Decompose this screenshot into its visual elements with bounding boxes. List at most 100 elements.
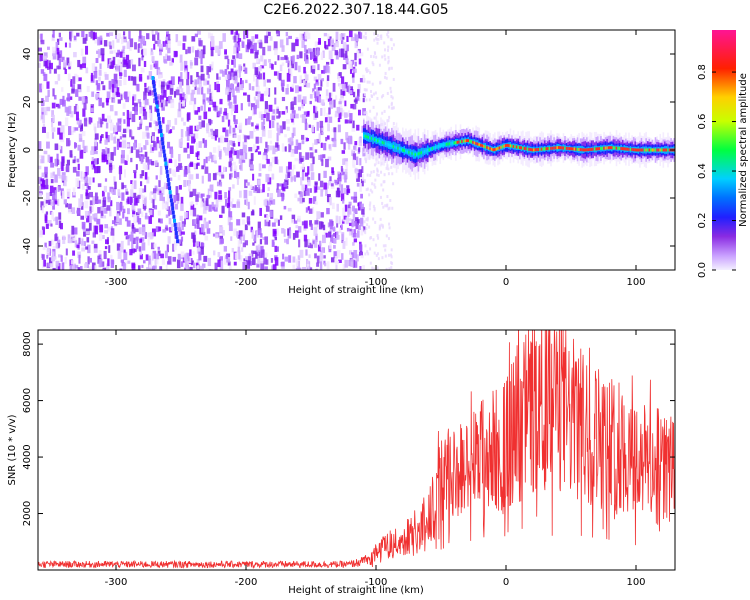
heatmap-cell <box>213 130 216 137</box>
heatmap-cell <box>168 158 173 163</box>
heatmap-cell <box>227 91 232 101</box>
heatmap-cell <box>268 104 273 112</box>
heatmap-cell <box>269 62 273 69</box>
heatmap-cell <box>467 139 470 143</box>
heatmap-cell <box>144 139 149 146</box>
heatmap-cell <box>286 84 289 89</box>
heatmap-cell <box>164 165 168 170</box>
heatmap-cell <box>207 156 211 162</box>
heatmap-cell <box>151 147 155 151</box>
heatmap-cell <box>68 31 72 40</box>
heatmap-cell <box>232 88 235 98</box>
heatmap-cell <box>377 173 380 177</box>
heatmap-cell <box>284 256 289 262</box>
heatmap-cell <box>137 217 142 225</box>
heatmap-cell <box>297 94 302 103</box>
heatmap-cell <box>63 60 67 68</box>
heatmap-cell <box>148 159 153 165</box>
heatmap-cell <box>320 108 323 116</box>
heatmap-cell <box>219 181 223 187</box>
heatmap-cell <box>366 223 369 227</box>
heatmap-cell <box>226 142 231 152</box>
heatmap-cell <box>50 256 55 262</box>
heatmap-cell <box>375 112 378 116</box>
heatmap-cell <box>159 95 164 103</box>
heatmap-cell <box>348 218 352 222</box>
heatmap-cell <box>80 215 85 220</box>
heatmap-cell <box>388 267 391 270</box>
heatmap-cell <box>351 219 354 228</box>
heatmap-cell <box>215 199 219 208</box>
heatmap-cell <box>93 217 98 221</box>
heatmap-cell <box>206 228 211 234</box>
heatmap-cell <box>241 159 246 163</box>
heatmap-cell <box>71 84 75 92</box>
heatmap-cell <box>51 132 55 139</box>
heatmap-cell <box>434 146 437 150</box>
heatmap-cell <box>266 158 270 164</box>
heatmap-cell <box>207 32 211 39</box>
heatmap-cell <box>253 187 257 193</box>
heatmap-cell <box>104 118 108 122</box>
heatmap-cell <box>298 239 301 248</box>
heatmap-cell <box>121 192 125 201</box>
heatmap-cell <box>224 75 228 81</box>
heatmap-cell <box>138 57 141 67</box>
heatmap-cell <box>313 47 316 57</box>
heatmap-cell <box>277 189 280 198</box>
heatmap-cell <box>230 163 233 172</box>
heatmap-cell <box>72 250 76 256</box>
heatmap-cell <box>564 146 566 150</box>
heatmap-cell <box>145 156 150 163</box>
heatmap-cell <box>374 243 377 247</box>
heatmap-cell <box>104 74 109 80</box>
heatmap-cell <box>202 45 206 55</box>
heatmap-cell <box>344 169 348 176</box>
heatmap-cell <box>450 141 452 145</box>
heatmap-cell <box>245 256 248 261</box>
heatmap-cell <box>240 103 243 111</box>
heatmap-cell <box>99 35 103 41</box>
heatmap-cell <box>127 91 131 101</box>
heatmap-cell <box>179 88 184 93</box>
heatmap-cell <box>314 41 318 47</box>
heatmap-cell <box>244 240 249 246</box>
heatmap-cell <box>333 132 337 141</box>
heatmap-cell <box>314 92 318 102</box>
heatmap-cell <box>228 173 232 180</box>
heatmap-cell <box>261 249 265 258</box>
heatmap-cell <box>292 264 296 270</box>
heatmap-cell <box>192 238 196 247</box>
heatmap-cell <box>360 217 364 224</box>
heatmap-cell <box>336 223 339 228</box>
heatmap-cell <box>206 97 209 101</box>
heatmap-cell <box>281 62 285 66</box>
heatmap-cell <box>372 217 375 221</box>
heatmap-cell <box>159 192 164 201</box>
heatmap-cell <box>307 48 312 54</box>
heatmap-cell <box>113 176 116 185</box>
heatmap-cell <box>91 240 95 244</box>
heatmap-cell <box>264 219 268 227</box>
heatmap-cell <box>148 86 152 94</box>
heatmap-cell <box>370 89 373 93</box>
heatmap-cell <box>586 148 588 152</box>
heatmap-cell <box>186 113 190 122</box>
heatmap-cell <box>123 251 128 261</box>
heatmap-cell <box>182 100 186 107</box>
heatmap-cell <box>184 65 188 69</box>
heatmap-cell <box>196 71 199 78</box>
heatmap-cell <box>152 199 155 209</box>
heatmap-cell <box>120 259 125 263</box>
heatmap-cell <box>486 146 488 150</box>
heatmap-cell <box>646 148 649 152</box>
heatmap-cell <box>171 58 174 63</box>
heatmap-cell <box>302 96 307 104</box>
heatmap-cell <box>223 256 228 265</box>
heatmap-cell <box>315 79 319 85</box>
heatmap-cell <box>177 253 181 261</box>
heatmap-cell <box>628 147 630 151</box>
heatmap-cell <box>290 113 294 121</box>
heatmap-cell <box>274 87 277 95</box>
